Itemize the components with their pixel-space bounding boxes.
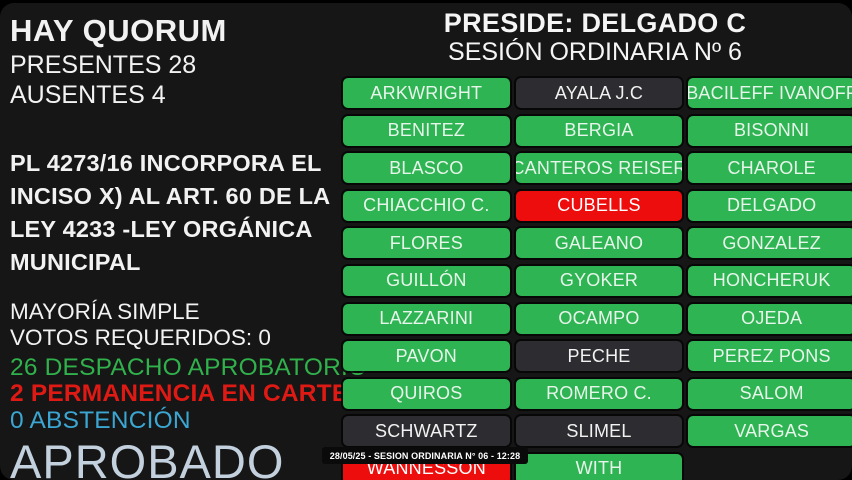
votes-required: VOTOS REQUERIDOS: 0	[10, 325, 271, 351]
main-panel: HAY QUORUM PRESENTES 28 AUSENTES 4 PL 42…	[0, 3, 852, 480]
member-vote-button[interactable]: PECHE	[515, 341, 683, 372]
result-banner: APROBADO	[10, 435, 285, 480]
vote-grid: ARKWRIGHT AYALA J.C BACILEFF IVANOFF BENITE…	[343, 78, 852, 480]
member-vote-button[interactable]: GONZALEZ	[688, 228, 852, 259]
member-vote-button[interactable]: OJEDA	[688, 303, 852, 334]
vote-tally-line: 0 ABSTENCIÓN	[10, 406, 191, 434]
member-vote-button[interactable]: BERGIA	[515, 115, 683, 146]
member-vote-button[interactable]: CUBELLS	[515, 190, 683, 221]
session-header: PRESIDE: DELGADO C SESIÓN ORDINARIA Nº 6	[340, 8, 850, 66]
member-vote-button[interactable]: BACILEFF IVANOFF	[688, 78, 852, 108]
bill-title: PL 4273/16 INCORPORA EL INCISO X) AL ART…	[10, 150, 330, 275]
member-vote-button[interactable]: SCHWARTZ	[343, 416, 510, 447]
member-vote-button[interactable]: DELGADO	[688, 190, 852, 221]
member-vote-button[interactable]: HONCHERUK	[688, 265, 852, 296]
member-vote-button[interactable]: BLASCO	[343, 153, 510, 184]
member-vote-button[interactable]: OCAMPO	[515, 303, 683, 334]
presiding-officer: PRESIDE: DELGADO C	[443, 8, 747, 38]
member-vote-button[interactable]: CHIACCHIO C.	[343, 190, 510, 221]
majority-block: MAYORÍA SIMPLE VOTOS REQUERIDOS: 0	[10, 299, 271, 352]
present-count: PRESENTES 28	[10, 50, 197, 79]
quorum-status: HAY QUORUM	[10, 13, 227, 48]
member-vote-button[interactable]: GYOKER	[515, 265, 683, 296]
member-vote-button[interactable]: ARKWRIGHT	[343, 78, 510, 108]
member-vote-button[interactable]: BENITEZ	[343, 115, 510, 146]
vote-tally-line: 2 PERMANENCIA EN CARTERA	[10, 380, 385, 408]
member-vote-button[interactable]: SLIMEL	[515, 416, 683, 447]
member-vote-button[interactable]: GALEANO	[515, 228, 683, 259]
member-vote-button[interactable]: CANTEROS REISER	[515, 153, 683, 184]
member-vote-button[interactable]: AYALA J.C	[515, 78, 683, 108]
vote-tally-line: 26 DESPACHO APROBATORIO	[10, 354, 368, 381]
left-info-panel: HAY QUORUM PRESENTES 28 AUSENTES 4 PL 42…	[10, 3, 384, 480]
member-vote-button[interactable]: ROMERO C.	[515, 378, 683, 409]
member-vote-button[interactable]: GUILLÓN	[343, 265, 510, 296]
majority-type: MAYORÍA SIMPLE	[10, 299, 200, 324]
member-vote-button[interactable]: SALOM	[688, 378, 852, 409]
member-vote-button[interactable]: VARGAS	[688, 416, 852, 447]
quorum-block: HAY QUORUM PRESENTES 28 AUSENTES 4	[10, 13, 227, 111]
member-vote-button[interactable]: FLORES	[343, 228, 510, 259]
member-vote-button[interactable]: WITH	[515, 453, 683, 480]
member-vote-button[interactable]: PAVON	[343, 341, 510, 372]
member-vote-button[interactable]: QUIROS	[343, 378, 510, 409]
member-vote-button[interactable]: PEREZ PONS	[688, 341, 852, 372]
member-vote-button[interactable]: BISONNI	[688, 115, 852, 146]
vote-tallies: 26 DESPACHO APROBATORIO 2 PERMANENCIA EN …	[10, 354, 385, 434]
member-vote-button[interactable]: LAZZARINI	[343, 303, 510, 334]
absent-count: AUSENTES 4	[10, 81, 166, 110]
session-ticker: 28/05/25 - SESION ORDINARIA N° 06 - 12:2…	[322, 447, 528, 464]
member-vote-button[interactable]: CHAROLE	[688, 153, 852, 184]
session-title: SESIÓN ORDINARIA Nº 6	[448, 38, 742, 67]
